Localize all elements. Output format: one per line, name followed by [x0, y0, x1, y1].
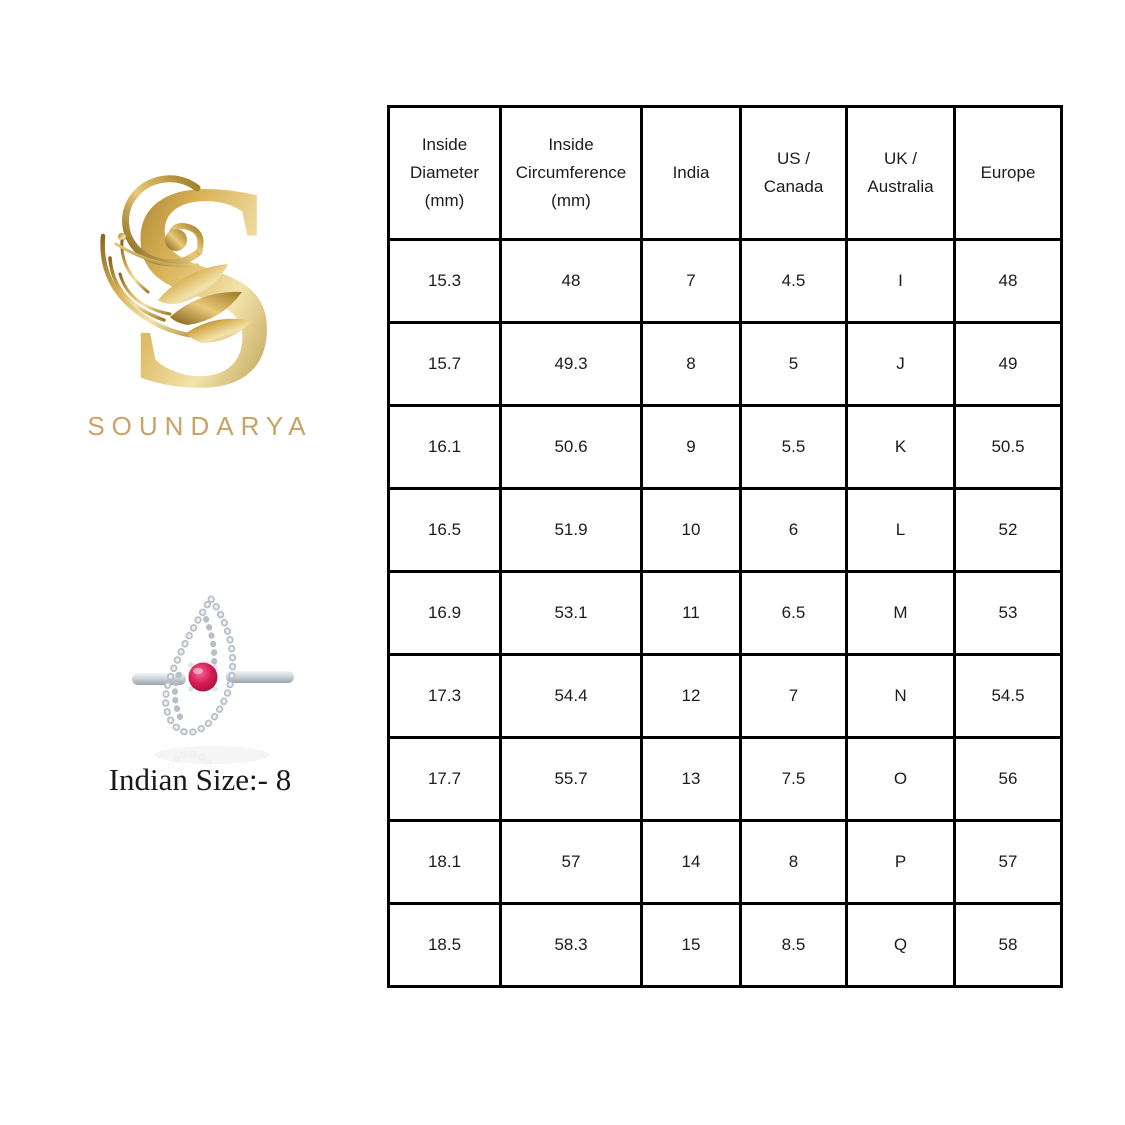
table-row: 16.9 53.1 11 6.5 M 53	[387, 570, 1063, 656]
table-row: 17.3 54.4 12 7 N 54.5	[387, 653, 1063, 739]
table-cell: 7.5	[739, 736, 848, 822]
table-cell: 52	[953, 487, 1063, 573]
table-cell: 13	[640, 736, 742, 822]
column-header-us-canada: US / Canada	[739, 105, 848, 241]
table-cell: 18.1	[387, 819, 502, 905]
table-cell: 50.6	[499, 404, 643, 490]
table-cell: 48	[499, 238, 643, 324]
table-cell: 5	[739, 321, 848, 407]
table-cell: I	[845, 238, 956, 324]
table-cell: 57	[953, 819, 1063, 905]
table-cell: 10	[640, 487, 742, 573]
table-cell: 57	[499, 819, 643, 905]
table-cell: 55.7	[499, 736, 643, 822]
table-cell: 11	[640, 570, 742, 656]
brand-name: SOUNDARYA	[87, 411, 313, 441]
table-cell: 17.7	[387, 736, 502, 822]
table-cell: 58	[953, 902, 1063, 988]
table-cell: 9	[640, 404, 742, 490]
table-row: 15.7 49.3 8 5 J 49	[387, 321, 1063, 407]
table-cell: 58.3	[499, 902, 643, 988]
table-cell: 8	[640, 321, 742, 407]
table-cell: K	[845, 404, 956, 490]
table-cell: O	[845, 736, 956, 822]
table-cell: 15.3	[387, 238, 502, 324]
table-cell: 51.9	[499, 487, 643, 573]
table-cell: 7	[640, 238, 742, 324]
ring-band-right	[226, 671, 294, 683]
table-cell: 16.5	[387, 487, 502, 573]
table-cell: P	[845, 819, 956, 905]
table-row: 16.1 50.6 9 5.5 K 50.5	[387, 404, 1063, 490]
column-header-uk-australia: UK / Australia	[845, 105, 956, 241]
column-header-inside-diameter: Inside Diameter (mm)	[387, 105, 502, 241]
brand-logo-swan-s-icon: S	[100, 172, 275, 404]
table-cell: 4.5	[739, 238, 848, 324]
table-cell: 14	[640, 819, 742, 905]
ring-size-label: Indian Size:- 8	[108, 762, 292, 797]
column-header-europe: Europe	[953, 105, 1063, 241]
column-header-india: India	[640, 105, 742, 241]
table-cell: 54.5	[953, 653, 1063, 739]
table-cell: 50.5	[953, 404, 1063, 490]
table-cell: 18.5	[387, 902, 502, 988]
table-row: 16.5 51.9 10 6 L 52	[387, 487, 1063, 573]
column-header-inside-circumference: Inside Circumference (mm)	[499, 105, 643, 241]
table-cell: 15.7	[387, 321, 502, 407]
table-cell: 49	[953, 321, 1063, 407]
table-cell: J	[845, 321, 956, 407]
table-cell: 16.1	[387, 404, 502, 490]
table-cell: 12	[640, 653, 742, 739]
table-cell: 53.1	[499, 570, 643, 656]
table-cell: Q	[845, 902, 956, 988]
table-row: 18.5 58.3 15 8.5 Q 58	[387, 902, 1063, 988]
table-cell: 54.4	[499, 653, 643, 739]
table-cell: 5.5	[739, 404, 848, 490]
header-row: Inside Diameter (mm) Inside Circumferenc…	[387, 105, 1063, 241]
table-cell: N	[845, 653, 956, 739]
table-cell: M	[845, 570, 956, 656]
table-header: Inside Diameter (mm) Inside Circumferenc…	[387, 105, 1063, 241]
table-cell: L	[845, 487, 956, 573]
table-cell: 8.5	[739, 902, 848, 988]
table-cell: 8	[739, 819, 848, 905]
ruby-ring-photo	[116, 592, 316, 780]
table-cell: 48	[953, 238, 1063, 324]
table-row: 15.3 48 7 4.5 I 48	[387, 238, 1063, 324]
table-row: 17.7 55.7 13 7.5 O 56	[387, 736, 1063, 822]
table-cell: 7	[739, 653, 848, 739]
table-cell: 6	[739, 487, 848, 573]
ring-size-conversion-table: Inside Diameter (mm) Inside Circumferenc…	[387, 105, 1063, 988]
table-cell: 16.9	[387, 570, 502, 656]
table-cell: 49.3	[499, 321, 643, 407]
table-cell: 15	[640, 902, 742, 988]
table-cell: 53	[953, 570, 1063, 656]
table-row: 18.1 57 14 8 P 57	[387, 819, 1063, 905]
table-body: 15.3 48 7 4.5 I 48 15.7 49.3 8 5 J 49 16.1 50.6 9 5.5 K 5…	[387, 238, 1063, 988]
table-cell: 6.5	[739, 570, 848, 656]
table-cell: 17.3	[387, 653, 502, 739]
table-cell: 56	[953, 736, 1063, 822]
ruby-gemstone	[188, 662, 218, 692]
